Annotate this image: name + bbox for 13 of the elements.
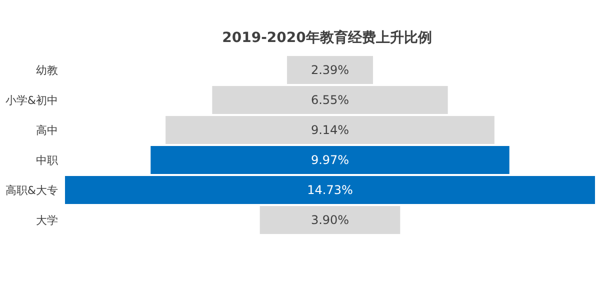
category-label: 小学&初中 — [5, 94, 58, 107]
data-label: 9.97% — [310, 153, 350, 167]
category-label: 大学 — [36, 214, 58, 227]
data-label: 3.90% — [310, 213, 350, 227]
category-label: 高职&大专 — [5, 184, 58, 197]
data-label: 2.39% — [310, 63, 350, 77]
category-label: 幼教 — [36, 64, 58, 77]
text: 2019-2020年教育经费上升比例 — [222, 29, 432, 46]
data-label: 9.14% — [310, 123, 350, 137]
data-label: 14.73% — [307, 183, 353, 197]
category-label: 中职 — [36, 154, 58, 167]
data-label: 6.55% — [310, 93, 350, 107]
category-label: 高中 — [36, 124, 58, 137]
